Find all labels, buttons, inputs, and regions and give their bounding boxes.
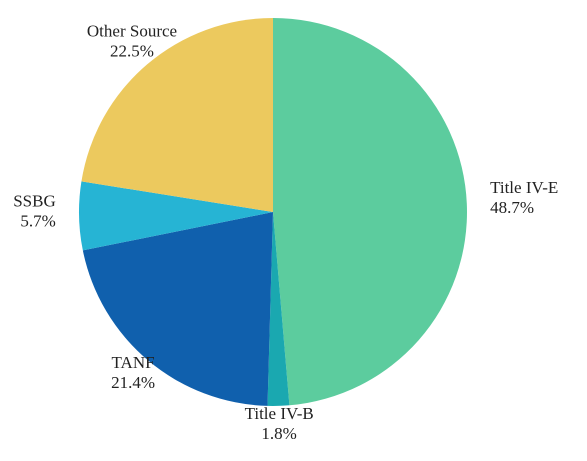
slice-name: TANF [112, 353, 155, 372]
pie-slice [81, 18, 273, 212]
slice-label: Title IV-B 1.8% [245, 404, 314, 443]
slice-label: SSBG 5.7% [13, 191, 56, 230]
pie-slice [267, 212, 290, 406]
slice-label: Other Source 22.5% [87, 22, 177, 61]
slice-value: 22.5% [110, 42, 154, 61]
pie-slice [82, 212, 273, 406]
slice-name: Title IV-E [490, 178, 558, 197]
pie-slice [79, 181, 273, 251]
slice-name: Title IV-B [245, 404, 314, 423]
slice-label: TANF 21.4% [111, 353, 155, 392]
pie-slice [273, 18, 467, 406]
slice-name: Other Source [87, 22, 177, 41]
slice-name: SSBG [13, 191, 56, 210]
slice-value: 5.7% [20, 211, 55, 230]
slice-value: 21.4% [111, 373, 155, 392]
slice-label: Title IV-E 48.7% [490, 178, 558, 217]
slice-value: 48.7% [490, 198, 534, 217]
slice-value: 1.8% [261, 424, 296, 443]
